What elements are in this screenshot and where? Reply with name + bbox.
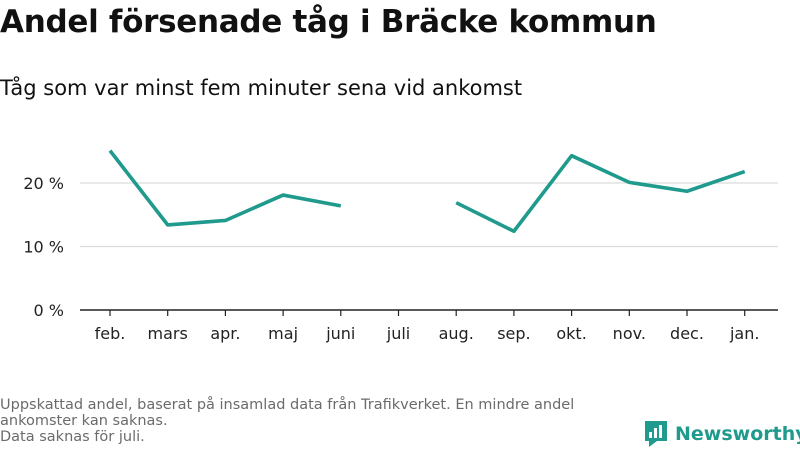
x-tick-label: okt. [556,324,586,343]
series-line [108,149,342,227]
x-tick-label: dec. [670,324,704,343]
x-tick-label: juni [325,324,355,343]
x-tick-label: apr. [210,324,240,343]
x-tick-label: mars [148,324,188,343]
series-line [455,153,746,234]
x-tick-label: aug. [439,324,474,343]
y-tick-label: 0 % [34,301,64,320]
chart-title: Andel försenade tåg i Bräcke kommun [0,4,657,40]
line-chart: 0 % 10 % 20 % feb. mars apr. maj juni juli aug. se… [23,149,778,343]
footnote-line: Uppskattad andel, baserat på insamlad da… [0,397,575,413]
y-tick-label: 20 % [23,174,64,193]
footnote: Uppskattad andel, baserat på insamlad da… [0,397,640,445]
brand: Newsworthy [644,420,800,448]
x-tick-label: jan. [729,324,759,343]
footnote-line: Data saknas för juli. [0,429,145,445]
footnote-line: ankomster kan saknas. [0,413,168,429]
x-tick-label: maj [268,324,298,343]
x-tick-label: sep. [497,324,530,343]
chart-subtitle: Tåg som var minst fem minuter sena vid a… [0,76,523,100]
brand-name: Newsworthy [675,423,800,445]
x-tick-label: juli [386,324,410,343]
y-tick-label: 10 % [23,238,64,257]
x-tick-label: nov. [613,324,646,343]
newsworthy-logo-icon [645,421,667,447]
x-tick-label: feb. [95,324,126,343]
